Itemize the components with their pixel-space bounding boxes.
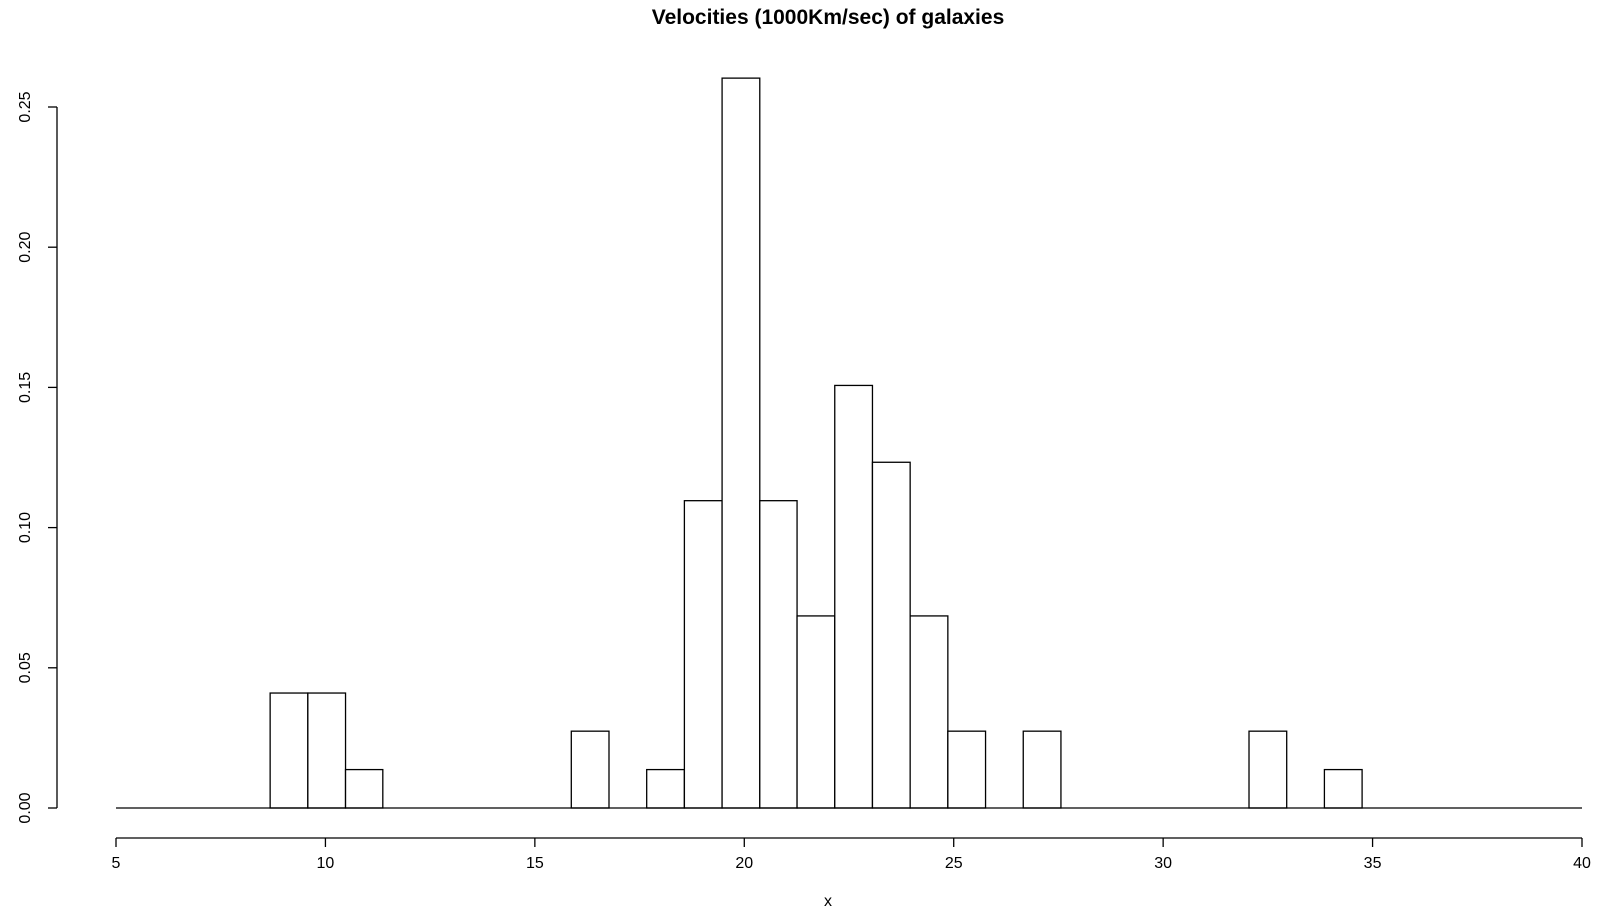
x-tick-label: 5 (112, 855, 121, 872)
y-tick-label: 0.00 (17, 792, 34, 823)
y-tick-label: 0.15 (17, 372, 34, 403)
x-tick-label: 40 (1573, 855, 1591, 872)
bars-group (269, 77, 1363, 809)
histogram-bar (759, 500, 798, 809)
histogram-bar (721, 77, 761, 809)
x-tick-label: 25 (945, 855, 963, 872)
histogram-bar (570, 730, 610, 809)
x-tick-label: 15 (526, 855, 544, 872)
x-tick-label: 35 (1364, 855, 1382, 872)
histogram-bar (1248, 730, 1288, 809)
histogram-bar (1022, 730, 1062, 809)
y-tick-label: 0.10 (17, 512, 34, 543)
histogram-bar (1323, 768, 1363, 809)
chart-title: Velocities (1000Km/sec) of galaxies (652, 6, 1005, 29)
x-tick-label: 20 (735, 855, 753, 872)
y-tick-label: 0.20 (17, 232, 34, 263)
histogram-bar (307, 692, 347, 809)
histogram-bar (871, 461, 911, 809)
y-tick-label: 0.05 (17, 652, 34, 683)
histogram-bar (947, 730, 987, 809)
histogram-bar (646, 768, 686, 809)
histogram-bar (683, 500, 723, 809)
histogram-bar (834, 384, 874, 809)
histogram-bar (269, 692, 309, 809)
histogram-bar (796, 615, 836, 809)
x-tick-label: 10 (317, 855, 335, 872)
y-axis: 0.00 0.05 0.10 0.15 0.20 0.25 (17, 91, 58, 824)
x-axis-title: x (824, 893, 832, 910)
histogram-bar (344, 768, 384, 809)
x-axis: 5 10 15 20 25 30 35 40 (112, 837, 1591, 872)
y-tick-label: 0.25 (17, 91, 34, 122)
x-tick-label: 30 (1154, 855, 1172, 872)
histogram-bar (909, 615, 949, 809)
